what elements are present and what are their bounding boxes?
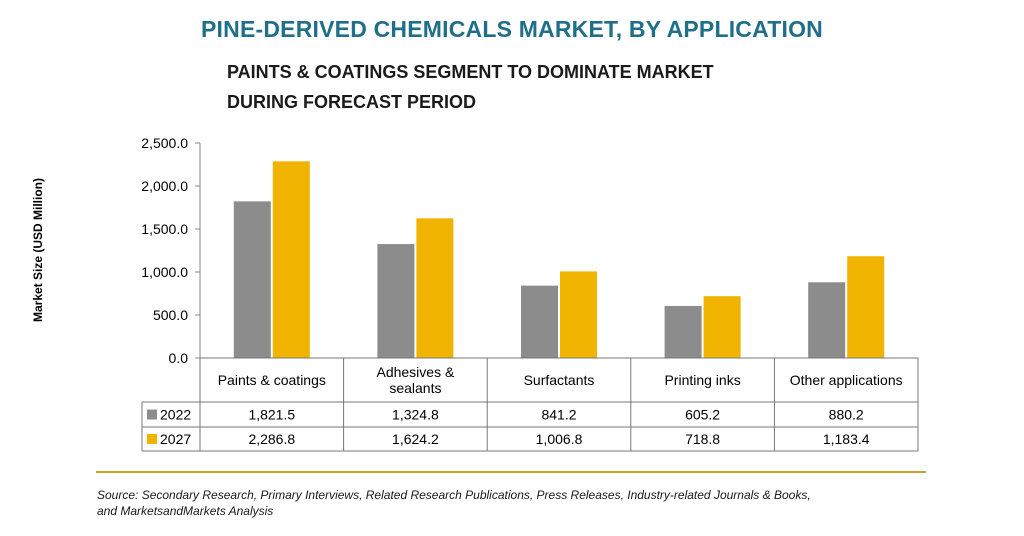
- legend-label-2027: 2027: [160, 431, 191, 447]
- bar-2022-1: [377, 244, 415, 358]
- source-line-1: Source: Secondary Research, Primary Inte…: [97, 488, 811, 502]
- x-category-label: sealants: [389, 380, 441, 396]
- data-label: 605.2: [685, 407, 720, 423]
- legend-swatch-2027: [147, 434, 157, 444]
- x-category-label: Paints & coatings: [218, 372, 326, 388]
- bar-2027-4: [847, 256, 885, 358]
- bar-2027-2: [560, 271, 597, 358]
- bar-2022-2: [521, 285, 558, 358]
- y-tick-label: 2,000.0: [141, 178, 188, 194]
- legend-swatch-2022: [147, 409, 157, 420]
- bar-2022-0: [233, 201, 271, 358]
- data-label: 1,821.5: [248, 407, 295, 423]
- y-tick-label: 1,500.0: [141, 221, 188, 237]
- x-category-label: Adhesives &: [376, 364, 454, 380]
- data-label: 1,624.2: [392, 431, 439, 447]
- legend-label-2022: 2022: [160, 407, 191, 423]
- source-note: Source: Secondary Research, Primary Inte…: [97, 487, 957, 519]
- bar-2027-3: [703, 296, 741, 358]
- data-label: 1,183.4: [823, 431, 870, 447]
- data-label: 718.8: [685, 431, 720, 447]
- bar-chart: 0.0 500.0 1,000.0 1,500.0 2,000.0 2,500.0 Pain…: [141, 135, 919, 452]
- x-category-label: Other applications: [790, 372, 903, 388]
- bar-2027-1: [416, 218, 454, 358]
- x-category-label: Surfactants: [524, 372, 595, 388]
- bar-2022-4: [808, 282, 846, 358]
- chart-title: PINE-DERIVED CHEMICALS MARKET, BY APPLIC…: [201, 16, 823, 42]
- data-label: 2,286.8: [248, 431, 295, 447]
- y-tick-label: 0.0: [169, 350, 189, 366]
- data-label: 1,006.8: [536, 431, 583, 447]
- bar-2027-0: [272, 161, 310, 358]
- source-line-2: and MarketsandMarkets Analysis: [97, 504, 274, 518]
- y-tick-label: 500.0: [153, 307, 188, 323]
- x-category-label: Printing inks: [664, 372, 740, 388]
- chart-subtitle-line1: PAINTS & COATINGS SEGMENT TO DOMINATE MA…: [227, 62, 714, 82]
- data-label: 841.2: [541, 407, 576, 423]
- bar-2022-3: [664, 305, 702, 358]
- data-label: 1,324.8: [392, 407, 439, 423]
- chart-subtitle-line2: DURING FORECAST PERIOD: [227, 92, 477, 112]
- data-label: 880.2: [829, 407, 864, 423]
- divider-rule: [96, 471, 926, 473]
- y-tick-label: 1,000.0: [141, 264, 188, 280]
- y-tick-label: 2,500.0: [141, 135, 188, 151]
